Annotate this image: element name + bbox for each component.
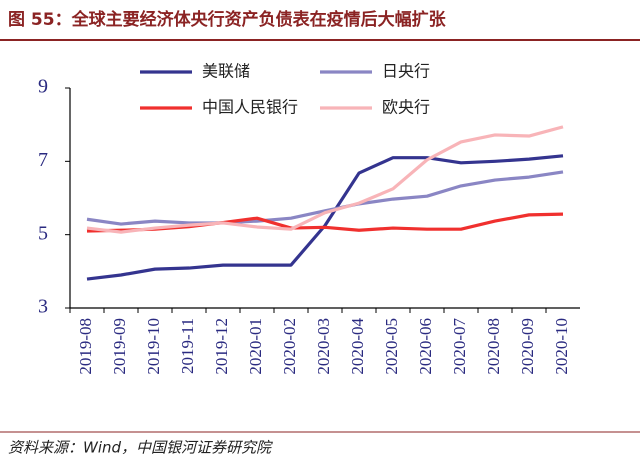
y-tick-label: 9 (38, 76, 48, 98)
x-tick-label: 2020-08 (484, 318, 503, 375)
x-tick-label: 2019-10 (144, 318, 163, 375)
x-tick-label: 2019-09 (110, 318, 129, 375)
source-note: 资料来源：Wind，中国银河证券研究院 (8, 439, 273, 457)
legend-label: 中国人民银行 (202, 98, 298, 117)
x-tick-label: 2020-04 (348, 318, 367, 375)
x-tick-label: 2020-10 (552, 318, 571, 375)
legend-label: 日央行 (382, 62, 430, 81)
plot: 3 5 7 9 2019-08 2019-09 2019-10 2019-11 2019-12 2… (38, 62, 580, 375)
x-tick-label: 2020-09 (518, 318, 537, 375)
series-line (86, 154, 564, 281)
series-line (86, 125, 564, 234)
legend-label: 美联储 (202, 62, 250, 81)
x-tick-label: 2019-11 (178, 318, 197, 374)
x-tick-label: 2019-08 (76, 318, 95, 375)
chart-title: 图 55：全球主要经济体央行资产负债表在疫情后大幅扩张 (8, 9, 447, 30)
y-tick-label: 3 (38, 296, 48, 318)
x-tick-label: 2019-12 (212, 318, 231, 375)
series-line (86, 170, 564, 226)
x-tick-label: 2020-07 (450, 318, 469, 375)
x-tick-label: 2020-02 (280, 318, 299, 375)
x-tick-label: 2020-05 (382, 318, 401, 375)
y-tick-label: 5 (38, 222, 48, 244)
x-tick-label: 2020-06 (416, 318, 435, 375)
x-tick-label: 2020-03 (314, 318, 333, 375)
y-tick-label: 7 (38, 149, 48, 171)
legend-label: 欧央行 (382, 98, 430, 117)
x-tick-label: 2020-01 (246, 318, 265, 375)
